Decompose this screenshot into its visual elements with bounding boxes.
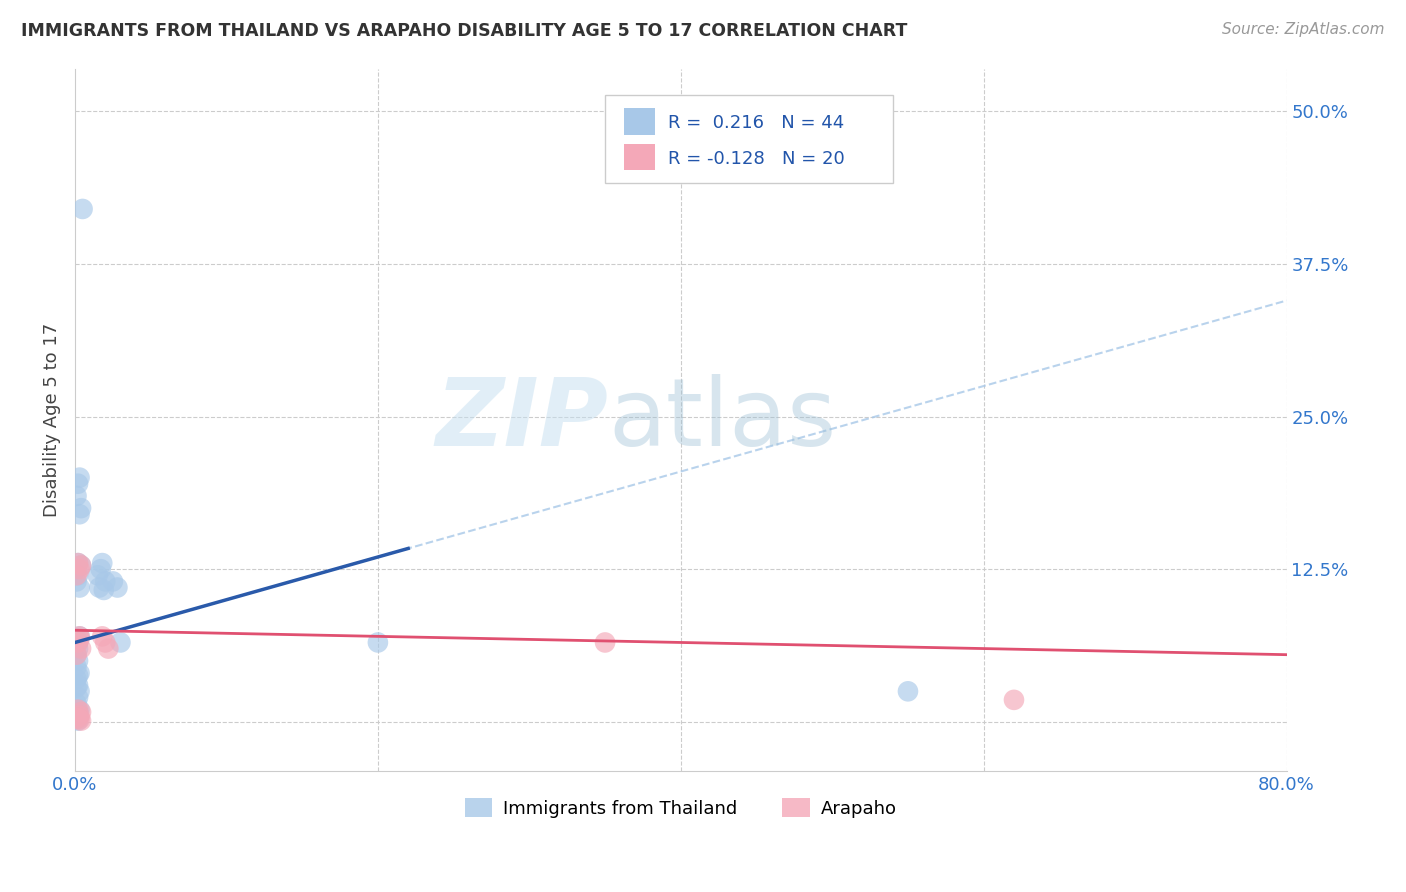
Point — [65, 489, 87, 503]
Point — [67, 641, 90, 656]
Point — [65, 648, 87, 662]
Point — [67, 568, 90, 582]
Point — [67, 711, 90, 725]
Point — [69, 703, 91, 717]
Point — [70, 558, 93, 573]
Text: IMMIGRANTS FROM THAILAND VS ARAPAHO DISABILITY AGE 5 TO 17 CORRELATION CHART: IMMIGRANTS FROM THAILAND VS ARAPAHO DISA… — [21, 22, 907, 40]
Point — [65, 681, 87, 695]
Point — [67, 678, 90, 692]
Point — [67, 690, 90, 705]
Point — [65, 660, 87, 674]
Point — [65, 708, 87, 723]
Point — [93, 582, 115, 597]
Point — [70, 714, 93, 728]
Point — [67, 556, 90, 570]
Point — [90, 562, 112, 576]
Point — [1002, 693, 1025, 707]
Point — [69, 665, 91, 680]
Point — [69, 684, 91, 698]
Point — [67, 703, 90, 717]
Point — [91, 629, 114, 643]
Point — [65, 562, 87, 576]
Point — [72, 202, 94, 216]
Point — [897, 684, 920, 698]
Point — [110, 635, 132, 649]
Point — [69, 470, 91, 484]
Text: R =  0.216   N = 44: R = 0.216 N = 44 — [668, 114, 844, 132]
Point — [65, 672, 87, 686]
Point — [367, 635, 389, 649]
Point — [94, 635, 117, 649]
Point — [101, 574, 124, 589]
Legend: Immigrants from Thailand, Arapaho: Immigrants from Thailand, Arapaho — [458, 791, 904, 825]
Point — [67, 668, 90, 682]
Point — [65, 697, 87, 711]
Point — [70, 705, 93, 719]
Point — [67, 635, 90, 649]
Point — [67, 654, 90, 668]
Point — [87, 568, 110, 582]
Point — [67, 556, 90, 570]
Point — [67, 714, 90, 728]
Point — [69, 629, 91, 643]
Point — [65, 632, 87, 646]
Point — [107, 581, 129, 595]
Point — [69, 581, 91, 595]
Text: ZIP: ZIP — [436, 374, 609, 466]
Point — [91, 556, 114, 570]
Point — [70, 501, 93, 516]
Point — [65, 713, 87, 727]
Point — [67, 476, 90, 491]
Point — [67, 635, 90, 649]
Point — [67, 711, 90, 725]
Point — [69, 508, 91, 522]
Text: atlas: atlas — [609, 374, 837, 466]
Point — [67, 705, 90, 719]
Point — [65, 648, 87, 662]
Point — [65, 568, 87, 582]
Point — [69, 713, 91, 727]
Point — [593, 635, 616, 649]
Point — [69, 632, 91, 646]
Point — [70, 641, 93, 656]
Point — [97, 641, 120, 656]
Point — [89, 581, 111, 595]
Point — [69, 629, 91, 643]
Point — [69, 562, 91, 576]
Point — [65, 574, 87, 589]
Text: Source: ZipAtlas.com: Source: ZipAtlas.com — [1222, 22, 1385, 37]
Point — [69, 708, 91, 723]
Text: R = -0.128   N = 20: R = -0.128 N = 20 — [668, 150, 845, 168]
Y-axis label: Disability Age 5 to 17: Disability Age 5 to 17 — [44, 323, 60, 516]
Point — [70, 558, 93, 573]
Point — [94, 574, 117, 589]
